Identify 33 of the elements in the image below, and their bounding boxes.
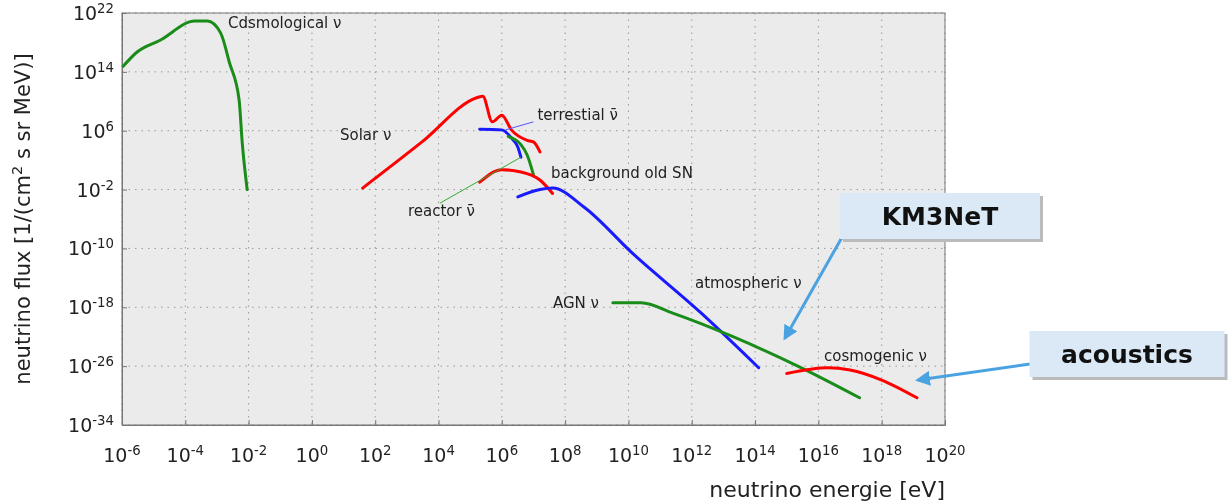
annotation: atmospheric ν: [695, 274, 802, 292]
y-tick-label: 10$^{-26}$: [68, 353, 114, 378]
x-tick-label: 10$^{10}$: [607, 442, 650, 466]
x-tick-label: 10$^{2}$: [358, 442, 392, 466]
x-tick-label: 10$^{16}$: [797, 442, 839, 466]
x-axis-title: neutrino energie [eV]: [709, 477, 945, 502]
x-tick-label: 10$^{-4}$: [166, 442, 205, 466]
annotation: Cdsmological ν: [228, 14, 342, 32]
y-tick-label: 10$^{14}$: [72, 59, 114, 83]
x-tick-label: 10$^{-6}$: [103, 442, 141, 466]
y-tick-label: 10$^{-10}$: [68, 235, 114, 260]
x-tick-label: 10$^{18}$: [861, 442, 903, 466]
x-tick-label: 10$^{-2}$: [229, 442, 268, 466]
x-tick-label: 10$^{0}$: [295, 442, 329, 466]
annotation: AGN ν: [553, 294, 599, 312]
x-tick-label: 10$^{6}$: [485, 442, 519, 466]
annotation: reactor ν̄: [407, 202, 475, 221]
annotation: cosmogenic ν: [824, 347, 927, 365]
x-tick-label: 10$^{14}$: [734, 442, 776, 466]
annotation: KM3NeT: [881, 202, 999, 231]
annotation: terrestial ν̄: [537, 105, 618, 124]
annotation: Solar ν: [340, 126, 392, 144]
x-tick-label: 10$^{12}$: [671, 442, 713, 466]
x-tick-label: 10$^{8}$: [548, 442, 582, 466]
annotation: background old SN: [551, 164, 693, 182]
text: acoustics: [1061, 340, 1193, 369]
y-tick-label: 10$^{22}$: [72, 0, 114, 24]
x-tick-label: 10$^{20}$: [924, 442, 966, 466]
y-tick-label: 10$^{6}$: [81, 118, 114, 142]
y-tick-label: 10$^{-2}$: [76, 177, 114, 201]
y-tick-label: 10$^{-18}$: [68, 294, 114, 319]
y-tick-label: 10$^{-34}$: [68, 412, 114, 436]
x-tick-label: 10$^{4}$: [422, 442, 455, 466]
